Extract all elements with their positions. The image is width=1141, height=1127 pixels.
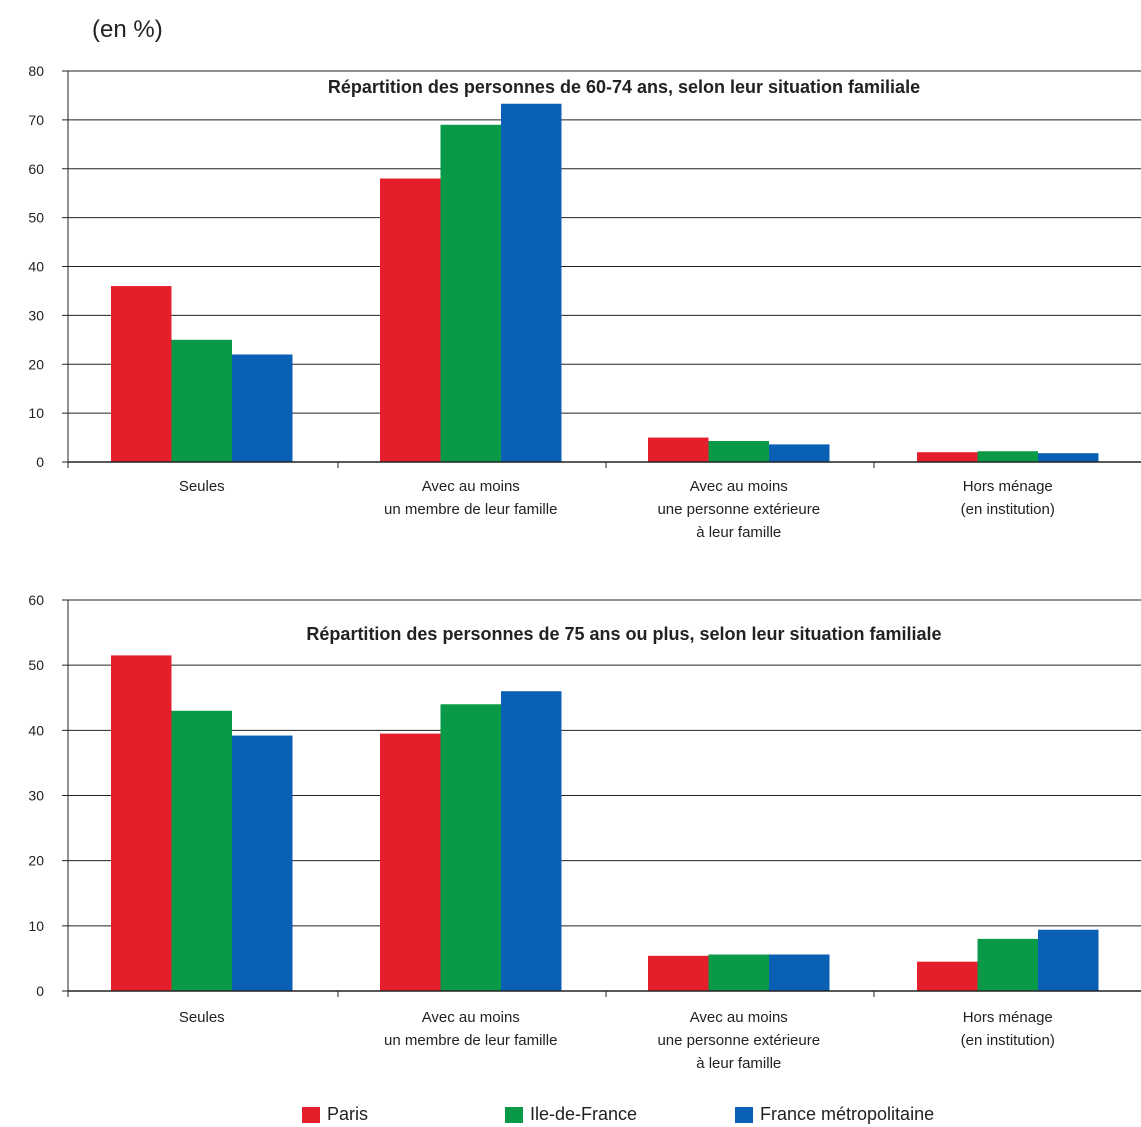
y-tick-label: 40 xyxy=(28,259,44,275)
category-label: Avec au moins xyxy=(422,1009,520,1026)
y-tick-label: 0 xyxy=(36,983,44,999)
y-tick-label: 60 xyxy=(28,161,44,177)
legend-swatch-paris xyxy=(302,1106,320,1123)
y-tick-label: 10 xyxy=(28,405,44,421)
category-label: une personne extérieure xyxy=(657,501,820,518)
category-label: Avec au moins xyxy=(422,478,520,495)
category-label: (en institution) xyxy=(961,501,1055,518)
bar-ile-de-france-1 xyxy=(440,704,501,991)
y-tick-label: 40 xyxy=(28,722,44,738)
bar-paris-1 xyxy=(380,178,441,462)
y-tick-label: 30 xyxy=(28,307,44,323)
bar-paris-2 xyxy=(648,437,709,462)
bar-paris-3 xyxy=(917,452,978,462)
bar-ile-de-france-0 xyxy=(171,710,232,991)
category-label: Hors ménage xyxy=(963,478,1053,495)
category-label: un membre de leur famille xyxy=(384,501,557,518)
bar-france-m-tropolitaine-0 xyxy=(232,354,293,462)
charts-canvas: 0 10 20 30 40 50 60 70 80 Répartition des personn… xyxy=(28,63,1141,1072)
bar-ile-de-france-3 xyxy=(977,451,1038,462)
bar-france-m-tropolitaine-0 xyxy=(232,735,293,991)
category-label: Hors ménage xyxy=(963,1009,1053,1026)
legend-item-france-metropolitaine: France métropolitaine xyxy=(735,1104,934,1125)
bar-ile-de-france-1 xyxy=(440,124,501,462)
y-tick-label: 70 xyxy=(28,112,44,128)
bar-france-m-tropolitaine-2 xyxy=(769,954,830,991)
y-tick-label: 30 xyxy=(28,788,44,804)
legend-item-ile-de-france: Ile-de-France xyxy=(505,1104,637,1125)
bar-ile-de-france-3 xyxy=(977,938,1038,991)
bar-ile-de-france-2 xyxy=(708,954,769,991)
bar-paris-0 xyxy=(111,655,172,991)
category-label: une personne extérieure xyxy=(657,1032,820,1049)
legend-swatch-ile-de-france xyxy=(505,1106,523,1123)
category-label: à leur famille xyxy=(696,1055,781,1072)
category-label: un membre de leur famille xyxy=(384,1032,557,1049)
y-tick-label: 0 xyxy=(36,454,44,470)
category-label: Avec au moins xyxy=(690,1009,788,1026)
bar-france-m-tropolitaine-2 xyxy=(769,444,830,462)
category-label: Seules xyxy=(179,478,225,495)
y-tick-label: 50 xyxy=(28,210,44,226)
y-tick-label: 50 xyxy=(28,657,44,673)
category-label: (en institution) xyxy=(961,1032,1055,1049)
y-tick-label: 60 xyxy=(28,592,44,608)
category-label: à leur famille xyxy=(696,524,781,541)
legend-label-paris: Paris xyxy=(327,1104,369,1124)
category-label: Seules xyxy=(179,1009,225,1026)
bar-paris-0 xyxy=(111,286,172,462)
bar-ile-de-france-0 xyxy=(171,339,232,462)
chart-title: Répartition des personnes de 75 ans ou p… xyxy=(306,624,941,644)
bar-paris-2 xyxy=(648,955,709,991)
bar-ile-de-france-2 xyxy=(708,440,769,462)
bar-france-m-tropolitaine-3 xyxy=(1038,929,1099,991)
bar-france-m-tropolitaine-3 xyxy=(1038,453,1099,462)
legend: Paris Ile-de-France France métropolitain… xyxy=(0,1104,1141,1126)
legend-swatch-france-metropolitaine xyxy=(735,1106,753,1123)
category-label: Avec au moins xyxy=(690,478,788,495)
bar-paris-3 xyxy=(917,961,978,991)
y-tick-label: 10 xyxy=(28,918,44,934)
unit-label: (en %) xyxy=(92,16,163,43)
legend-label-france-metropolitaine: France métropolitaine xyxy=(760,1104,935,1124)
bar-france-m-tropolitaine-1 xyxy=(501,103,562,462)
y-tick-label: 80 xyxy=(28,63,44,79)
bar-france-m-tropolitaine-1 xyxy=(501,691,562,991)
y-tick-label: 20 xyxy=(28,853,44,869)
chart-title: Répartition des personnes de 60-74 ans, … xyxy=(328,77,920,97)
bar-paris-1 xyxy=(380,733,441,991)
legend-item-paris: Paris xyxy=(302,1104,368,1125)
legend-label-ile-de-france: Ile-de-France xyxy=(530,1104,638,1124)
y-tick-label: 20 xyxy=(28,356,44,372)
